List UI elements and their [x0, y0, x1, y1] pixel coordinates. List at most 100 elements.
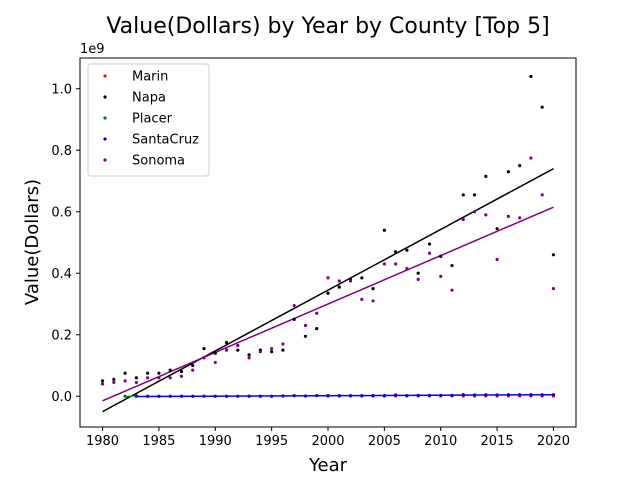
napa-point	[112, 377, 116, 381]
santacruz-point	[416, 393, 420, 397]
santacruz-point	[157, 394, 161, 398]
x-axis-title: Year	[308, 455, 348, 476]
napa-point	[281, 348, 285, 352]
sonoma-point	[540, 193, 544, 197]
santacruz-point	[134, 394, 138, 398]
santacruz-point	[360, 394, 364, 398]
santacruz-point	[529, 393, 533, 397]
legend: Marin Napa Placer SantaCruz Sonoma	[87, 63, 210, 177]
sonoma-point	[529, 156, 533, 160]
santacruz-point	[292, 394, 296, 398]
sonoma-point	[270, 346, 274, 351]
sonoma-point	[427, 251, 432, 255]
napa-point	[213, 351, 217, 355]
legend-marker	[103, 74, 107, 78]
sonoma-point	[518, 216, 522, 220]
sonoma-point	[213, 360, 217, 365]
napa-point	[123, 371, 127, 375]
napa-point	[461, 193, 465, 197]
sonoma-point	[134, 380, 138, 385]
legend-label: Napa	[132, 91, 166, 106]
napa-point	[100, 379, 105, 383]
sonoma-point	[348, 279, 353, 283]
sonoma-point	[450, 288, 454, 292]
legend-marker	[103, 137, 107, 141]
napa-point	[134, 376, 138, 380]
napa-point	[360, 276, 364, 280]
y-axis-ticks: 0.0 0.2 0.4 0.6 0.8 1.0	[51, 82, 80, 405]
napa-point	[303, 334, 308, 338]
santacruz-point	[472, 393, 477, 397]
sonoma-point	[484, 213, 488, 217]
napa-trend-line	[102, 168, 554, 413]
sonoma-point	[179, 374, 184, 378]
napa-point	[326, 291, 330, 295]
sonoma-point	[315, 311, 319, 315]
x-tick-label: 1985	[142, 434, 175, 449]
legend-marker	[103, 95, 107, 99]
sonoma-point	[394, 262, 398, 266]
sonoma-point	[472, 210, 477, 214]
napa-point	[337, 285, 341, 289]
napa-point	[236, 348, 240, 352]
legend-label: SantaCruz	[132, 133, 199, 148]
x-tick-label: 1995	[255, 434, 288, 449]
sonoma-point	[303, 323, 308, 328]
napa-point	[484, 174, 488, 178]
santacruz-point	[168, 394, 172, 398]
santacruz-point	[382, 394, 386, 398]
santacruz-point	[427, 393, 432, 397]
napa-point	[179, 370, 184, 374]
y-tick-label: 0.4	[51, 267, 72, 282]
santacruz-point	[371, 394, 375, 398]
placer-trend-line	[125, 394, 137, 398]
x-tick-label: 2020	[537, 434, 570, 449]
x-tick-label: 2000	[311, 434, 344, 449]
sonoma-point	[439, 274, 443, 278]
chart-title: Value(Dollars) by Year by County [Top 5]	[106, 14, 549, 39]
legend-label: Marin	[132, 70, 168, 85]
santacruz-point	[495, 393, 499, 397]
sonoma-point	[146, 376, 150, 380]
napa-point	[371, 287, 375, 291]
santacruz-point	[258, 394, 262, 398]
santacruz-point	[348, 394, 353, 398]
santacruz-point	[281, 394, 285, 398]
sonoma-point	[360, 297, 364, 301]
napa-point	[247, 353, 251, 357]
sonoma-point	[382, 262, 386, 266]
sonoma-point	[506, 214, 510, 218]
santacruz-point	[439, 393, 443, 397]
santacruz-point	[191, 394, 195, 398]
x-tick-label: 2015	[481, 434, 514, 449]
santacruz-point	[179, 394, 184, 398]
sonoma-point	[337, 279, 341, 283]
santacruz-point	[405, 394, 409, 398]
x-tick-label: 2010	[424, 434, 457, 449]
placer-point	[123, 394, 127, 398]
napa-point	[450, 263, 454, 268]
santacruz-point	[337, 394, 341, 398]
data-points	[100, 74, 556, 398]
napa-point	[529, 74, 533, 79]
y-axis-title: Value(Dollars)	[22, 179, 43, 305]
sonoma-point	[416, 277, 420, 281]
sonoma-point	[191, 368, 195, 372]
santacruz-point	[315, 394, 319, 398]
napa-point	[472, 193, 477, 197]
legend-label: Placer	[132, 112, 173, 127]
napa-point	[416, 271, 420, 275]
napa-point	[540, 105, 544, 109]
santacruz-point	[484, 393, 488, 397]
x-tick-label: 1980	[86, 434, 119, 449]
napa-point	[394, 250, 398, 254]
sonoma-point	[292, 303, 296, 308]
y-tick-label: 0.2	[51, 328, 72, 343]
santacruz-point	[518, 393, 522, 397]
legend-marker	[103, 158, 107, 162]
santacruz-point	[394, 393, 398, 397]
sonoma-point	[202, 356, 206, 360]
santacruz-point	[450, 393, 454, 397]
y-tick-label: 0.0	[51, 390, 72, 405]
